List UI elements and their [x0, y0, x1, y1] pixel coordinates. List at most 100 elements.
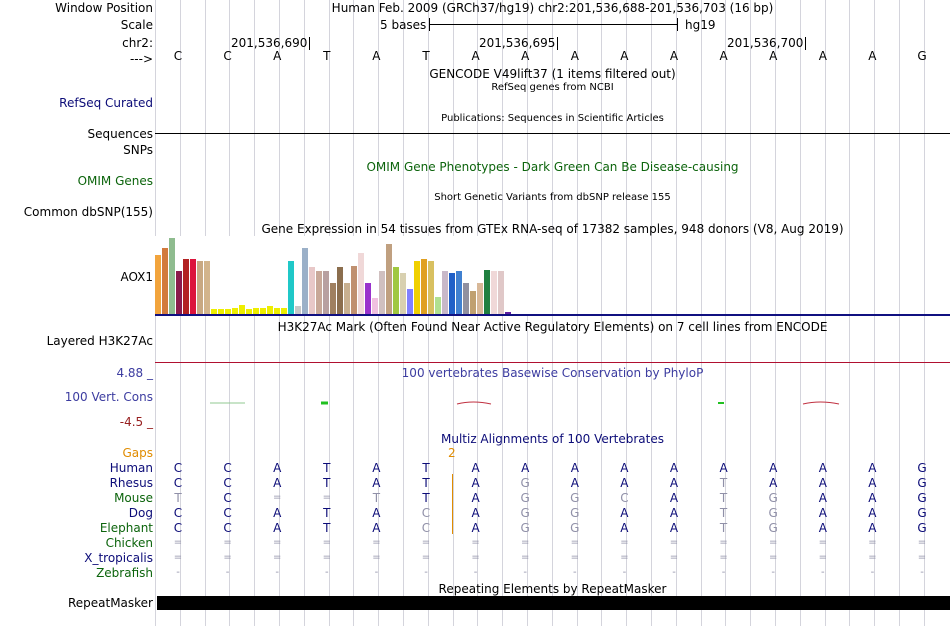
publications-track-title[interactable]: Publications: Sequences in Scientific Ar… — [441, 113, 664, 124]
gtex-tissue-bar[interactable] — [400, 273, 407, 314]
multiz-track-title[interactable]: Multiz Alignments of 100 Vertebrates — [440, 432, 665, 446]
gtex-tissue-bar[interactable] — [197, 261, 204, 314]
gtex-tissue-bar[interactable] — [176, 271, 183, 314]
gtex-tissue-bar[interactable] — [442, 271, 449, 314]
dbsnp-track-label[interactable]: Common dbSNP(155) — [23, 205, 153, 219]
aligned-base: A — [471, 506, 480, 520]
gtex-tissue-bar[interactable] — [365, 283, 372, 314]
gtex-tissue-bar[interactable] — [169, 238, 176, 314]
gtex-tissue-bar[interactable] — [211, 309, 218, 314]
omim-track-label[interactable]: OMIM Genes — [77, 174, 153, 188]
gtex-tissue-bar[interactable] — [491, 271, 498, 314]
refseq-track-label[interactable]: RefSeq Curated — [59, 96, 153, 110]
gtex-tissue-bar[interactable] — [302, 248, 309, 314]
gtex-tissue-bar[interactable] — [281, 308, 288, 314]
gtex-tissue-bar[interactable] — [379, 271, 386, 314]
scale-bar-right-end — [677, 18, 678, 31]
conservation-track-title[interactable]: 100 vertebrates Basewise Conservation by… — [401, 366, 704, 380]
aligned-base: - — [424, 567, 428, 578]
aligned-base: = — [223, 537, 232, 548]
gtex-tissue-bar[interactable] — [260, 308, 267, 314]
species-label-human[interactable]: Human — [109, 461, 153, 475]
h3k27ac-track-title[interactable]: H3K27Ac Mark (Often Found Near Active Re… — [277, 320, 828, 334]
gtex-tissue-bar[interactable] — [253, 308, 260, 314]
species-label-rhesus[interactable]: Rhesus — [109, 476, 153, 490]
gtex-tissue-bar[interactable] — [218, 309, 225, 314]
gtex-tissue-bar[interactable] — [162, 248, 169, 314]
gtex-tissue-bar[interactable] — [393, 267, 400, 314]
species-label-zebrafish[interactable]: Zebrafish — [96, 566, 153, 580]
scale-assembly: hg19 — [685, 18, 716, 32]
gtex-tissue-bar[interactable] — [414, 261, 421, 314]
gtex-track-label[interactable]: AOX1 — [120, 270, 153, 284]
gtex-tissue-bar[interactable] — [351, 266, 358, 314]
gtex-tissue-bar[interactable] — [477, 283, 484, 314]
gtex-tissue-bar[interactable] — [470, 291, 477, 314]
gtex-tissue-bar[interactable] — [344, 283, 351, 314]
aligned-base: A — [620, 461, 629, 475]
gtex-tissue-bar[interactable] — [239, 305, 246, 314]
gtex-tissue-bar[interactable] — [232, 308, 239, 314]
repeat-element-block[interactable] — [157, 596, 950, 610]
conservation-track-label[interactable]: 100 Vert. Cons — [64, 390, 153, 404]
gtex-tissue-bar[interactable] — [407, 289, 414, 314]
gtex-tissue-bar[interactable] — [456, 271, 463, 314]
omim-track-title[interactable]: OMIM Gene Phenotypes - Dark Green Can Be… — [366, 160, 739, 174]
snps-group-label[interactable]: SNPs — [123, 143, 153, 157]
aligned-base: = — [669, 552, 679, 563]
gtex-tissue-bar[interactable] — [330, 283, 337, 314]
gtex-tissue-bar[interactable] — [505, 312, 512, 314]
gtex-tissue-bar[interactable] — [155, 255, 162, 314]
dbsnp-track-title[interactable]: Short Genetic Variants from dbSNP releas… — [434, 192, 671, 203]
gtex-tissue-bar[interactable] — [498, 271, 505, 314]
grid-line — [700, 0, 702, 626]
aligned-base: A — [868, 491, 877, 505]
gtex-tissue-bar[interactable] — [190, 259, 197, 314]
aligned-base: A — [620, 476, 629, 490]
gtex-tissue-bar[interactable] — [246, 309, 253, 314]
reference-base: C — [223, 49, 232, 63]
aligned-base: = — [421, 537, 431, 548]
aligned-base: G — [570, 521, 580, 535]
species-label-x_tropicalis[interactable]: X_tropicalis — [84, 551, 153, 565]
gtex-tissue-bar[interactable] — [386, 244, 393, 314]
species-label-dog[interactable]: Dog — [128, 506, 153, 520]
h3k27ac-track-label[interactable]: Layered H3K27Ac — [46, 334, 153, 348]
gtex-tissue-bar[interactable] — [337, 267, 344, 314]
conservation-plot[interactable] — [155, 395, 950, 411]
gtex-tissue-bar[interactable] — [428, 261, 435, 314]
gtex-tissue-bar[interactable] — [274, 308, 281, 314]
gtex-track-title[interactable]: Gene Expression in 54 tissues from GTEx … — [261, 222, 844, 236]
gtex-tissue-bar[interactable] — [225, 309, 232, 314]
gtex-tissue-bar[interactable] — [204, 261, 211, 314]
gtex-tissue-bar[interactable] — [449, 273, 456, 314]
aligned-base: = — [768, 537, 778, 548]
gtex-tissue-bar[interactable] — [295, 306, 302, 314]
aligned-base: = — [173, 552, 183, 563]
aligned-base: A — [818, 461, 827, 475]
gtex-tissue-bar[interactable] — [316, 271, 323, 314]
aligned-base: A — [868, 521, 877, 535]
gtex-tissue-bar[interactable] — [421, 259, 428, 314]
gtex-tissue-bar[interactable] — [463, 283, 470, 314]
gtex-tissue-bar[interactable] — [372, 298, 379, 314]
gtex-tissue-bar[interactable] — [323, 271, 330, 314]
gtex-bar-chart[interactable] — [155, 236, 535, 314]
gtex-tissue-bar[interactable] — [267, 306, 274, 314]
aligned-base: A — [273, 461, 282, 475]
gtex-tissue-bar[interactable] — [288, 261, 295, 314]
aligned-base: A — [372, 476, 381, 490]
gtex-tissue-bar[interactable] — [309, 267, 316, 314]
gencode-track-title[interactable]: GENCODE V49lift37 (1 items filtered out) — [429, 67, 676, 81]
species-label-chicken[interactable]: Chicken — [105, 536, 153, 550]
refseq-track-title[interactable]: RefSeq genes from NCBI — [491, 82, 614, 93]
repeat-track-title[interactable]: Repeating Elements by RepeatMasker — [438, 582, 667, 596]
gtex-tissue-bar[interactable] — [435, 297, 442, 314]
species-label-mouse[interactable]: Mouse — [114, 491, 153, 505]
sequences-track-label[interactable]: Sequences — [87, 127, 153, 141]
species-label-elephant[interactable]: Elephant — [99, 521, 153, 535]
gtex-tissue-bar[interactable] — [183, 259, 190, 314]
gtex-tissue-bar[interactable] — [358, 253, 365, 314]
gtex-tissue-bar[interactable] — [484, 270, 491, 314]
repeat-track-label[interactable]: RepeatMasker — [67, 596, 153, 610]
